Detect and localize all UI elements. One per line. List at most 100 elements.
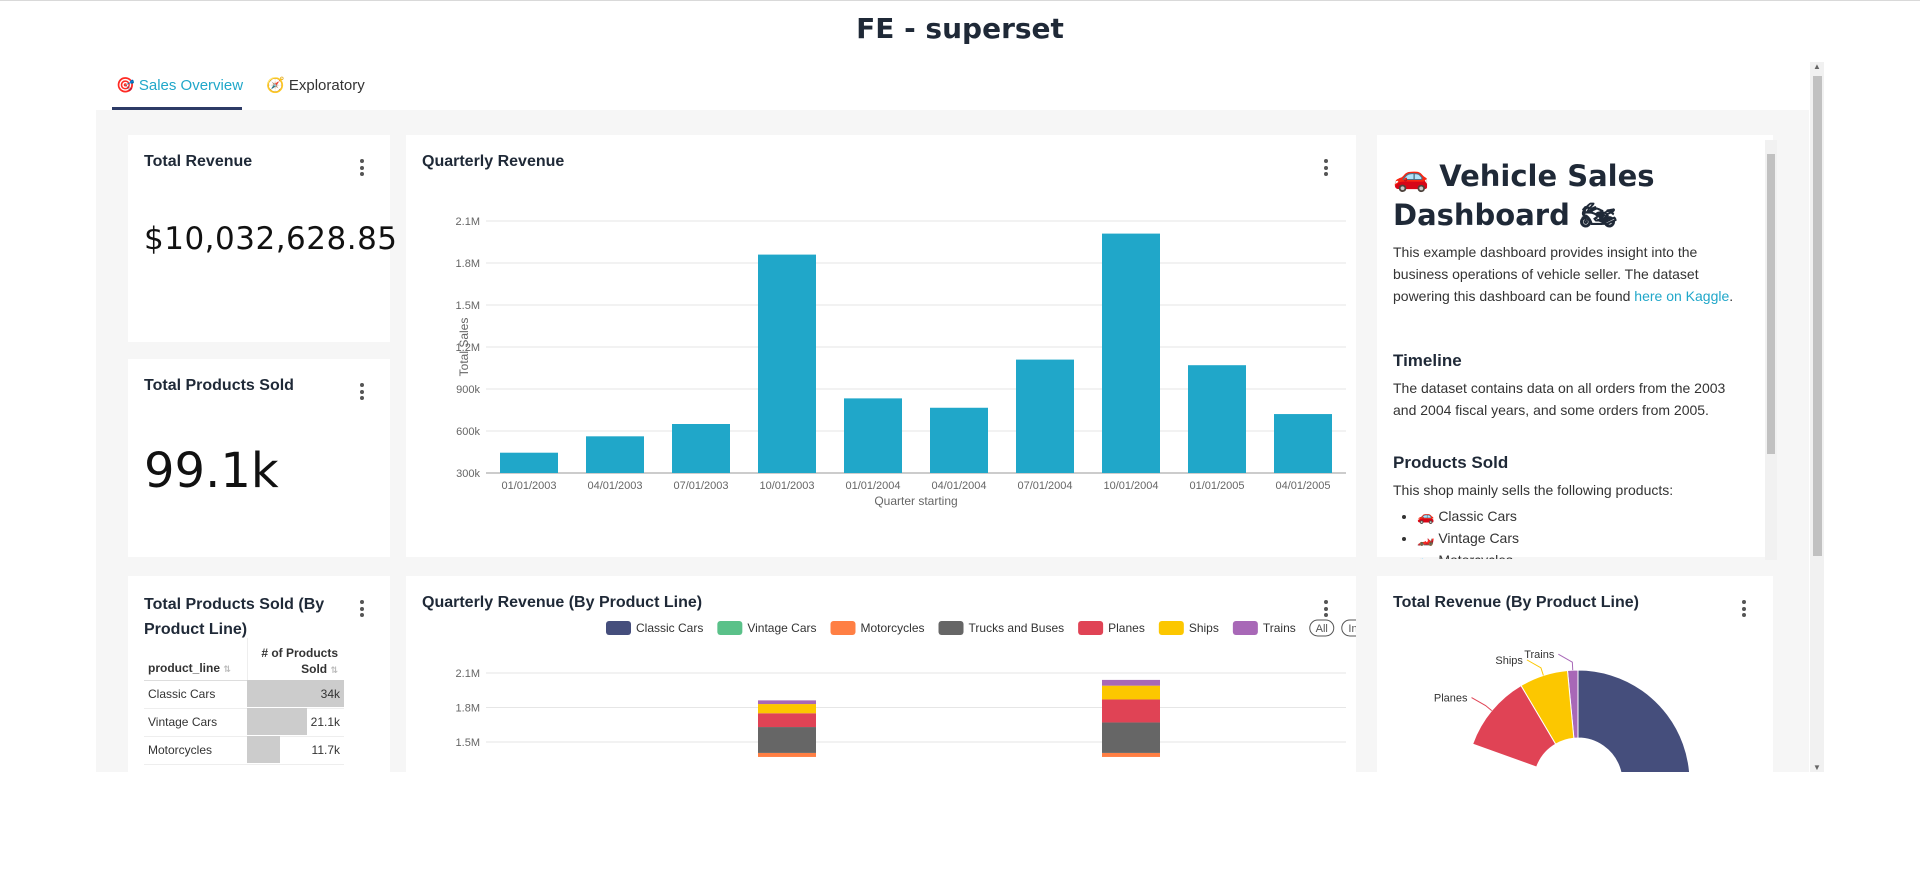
stacked-bar-segment[interactable]: [758, 700, 816, 705]
stacked-bar-segment[interactable]: [1102, 685, 1160, 700]
products-heading: Products Sold: [1393, 453, 1509, 472]
stacked-bar-segment[interactable]: [758, 727, 816, 753]
top-border: [0, 0, 1920, 1]
column-divider: [247, 638, 248, 680]
revenue-bar[interactable]: [930, 407, 988, 473]
pie-slice[interactable]: [1577, 669, 1690, 772]
stacked-bar-segment[interactable]: [1102, 679, 1160, 686]
pie-label: Ships: [1495, 655, 1523, 667]
tab-label: Sales Overview: [138, 77, 244, 94]
x-tick-label: 10/01/2004: [1103, 480, 1158, 492]
list-item: 🏎️ Vintage Cars: [1417, 527, 1519, 549]
legend-item[interactable]: Ships: [1158, 621, 1219, 635]
total-revenue-card: Total Revenue $10,032,628.85: [128, 135, 397, 342]
list-item: 🚗 Classic Cars: [1417, 505, 1519, 527]
stacked-bar-segment[interactable]: [758, 713, 816, 728]
markdown-scrollbar[interactable]: [1765, 140, 1777, 560]
scroll-down-icon[interactable]: ▼: [1813, 763, 1821, 772]
y-axis-label: Total Sales: [457, 318, 471, 377]
products-paragraph: This shop mainly sells the following pro…: [1393, 482, 1674, 498]
stacked-bar-segment[interactable]: [758, 752, 816, 757]
dashboard-scrollbar[interactable]: ▲ ▼: [1810, 62, 1824, 772]
stacked-bar-segment[interactable]: [1102, 722, 1160, 753]
legend-swatch: [1232, 621, 1258, 635]
markdown-card: 🚗 Vehicle Sales Dashboard 🏍 This example…: [1377, 135, 1773, 559]
y-tick-label: 1.5M: [456, 737, 480, 749]
total-revenue-value: $10,032,628.85: [144, 221, 398, 257]
tab-label: Exploratory: [288, 77, 365, 94]
legend-item[interactable]: Trains: [1232, 621, 1296, 635]
pie-label-line: [1558, 653, 1574, 671]
card-title: Quarterly Revenue: [422, 153, 565, 170]
more-options-icon[interactable]: [360, 383, 364, 403]
legend-swatch: [1078, 621, 1104, 635]
y-tick-label: 900k: [456, 384, 480, 396]
revenue-bar[interactable]: [586, 436, 644, 473]
list-item: 🏍️ Motorcycles: [1417, 549, 1519, 559]
revenue-bar[interactable]: [758, 254, 816, 473]
stacked-bar-segment[interactable]: [1102, 699, 1160, 723]
intro-text: This example dashboard provides insight …: [1393, 244, 1699, 304]
scrollbar-thumb[interactable]: [1813, 76, 1822, 556]
quarterly-revenue-by-product-line-card: Quarterly Revenue (By Product Line) Clas…: [406, 576, 1356, 772]
legend-item[interactable]: Vintage Cars: [717, 621, 817, 635]
legend-item[interactable]: Planes: [1078, 621, 1145, 635]
x-tick-label: 07/01/2003: [673, 480, 728, 492]
column-header-products-sold[interactable]: # of Products Sold ⇅: [261, 646, 338, 676]
tab-exploratory[interactable]: 🧭 Exploratory: [266, 76, 365, 94]
stacked-bar-segment[interactable]: [758, 704, 816, 714]
more-options-icon[interactable]: [1742, 600, 1746, 620]
revenue-bar[interactable]: [844, 398, 902, 473]
pie-slice[interactable]: [1471, 684, 1557, 768]
svg-text:Inv: Inv: [1348, 623, 1356, 635]
x-tick-label: 04/01/2005: [1275, 480, 1330, 492]
more-options-icon[interactable]: [360, 159, 364, 179]
column-header-product-line[interactable]: product_line ⇅: [148, 661, 231, 675]
x-tick-label: 04/01/2004: [931, 480, 986, 492]
table-row[interactable]: Motorcycles 11.7k: [144, 736, 344, 765]
legend-item[interactable]: Motorcycles: [830, 621, 925, 635]
legend-inverse-button[interactable]: Inv: [1341, 619, 1356, 637]
svg-text:All: All: [1316, 623, 1328, 635]
table-row[interactable]: Classic Cars 34k: [144, 680, 344, 709]
products-list: 🚗 Classic Cars 🏎️ Vintage Cars 🏍️ Motorc…: [1393, 505, 1519, 559]
legend-swatch: [830, 621, 856, 635]
legend-item[interactable]: Trucks and Buses: [938, 621, 1065, 635]
x-tick-label: 04/01/2003: [587, 480, 642, 492]
revenue-bar[interactable]: [1102, 233, 1160, 473]
stacked-revenue-chart[interactable]: Classic Cars Vintage Cars Motorcycles Truck…: [406, 576, 1356, 772]
legend-label: Ships: [1189, 621, 1219, 635]
products-sold-cell: 34k: [320, 687, 340, 701]
dashboard-grid[interactable]: 🎯 Sales Overview 🧭 Exploratory Total Rev…: [96, 62, 1809, 772]
pie-label: Planes: [1434, 693, 1468, 705]
product-line-cell: Vintage Cars: [148, 715, 218, 729]
products-sold-cell: 11.7k: [311, 743, 340, 757]
more-options-icon[interactable]: [360, 600, 364, 620]
x-tick-label: 01/01/2005: [1189, 480, 1244, 492]
pie-slice[interactable]: [1520, 669, 1575, 745]
revenue-bar[interactable]: [1274, 414, 1332, 473]
revenue-bar[interactable]: [1016, 359, 1074, 473]
kaggle-link[interactable]: here on Kaggle: [1634, 288, 1730, 304]
quarterly-revenue-chart[interactable]: 300k 600k 900k 1.2M 1.5M 1.8M 2.1M 01/01/2003 04…: [406, 135, 1356, 557]
revenue-bar[interactable]: [1188, 365, 1246, 473]
revenue-bar[interactable]: [500, 452, 558, 473]
more-options-icon[interactable]: [1324, 600, 1328, 620]
value-bar: [247, 708, 307, 735]
revenue-bar[interactable]: [672, 424, 730, 473]
y-tick-label: 2.1M: [456, 668, 480, 680]
legend-item[interactable]: Classic Cars: [606, 621, 703, 635]
tab-sales-overview[interactable]: 🎯 Sales Overview: [116, 76, 243, 94]
stacked-bar-segment[interactable]: [1102, 752, 1160, 757]
more-options-icon[interactable]: [1324, 159, 1328, 179]
card-title: Total Revenue: [144, 153, 253, 170]
page-title: FE - superset: [856, 12, 1064, 45]
scrollbar-thumb[interactable]: [1767, 154, 1775, 454]
compass-icon: 🧭: [266, 77, 285, 94]
scroll-up-icon[interactable]: ▲: [1813, 62, 1821, 71]
y-tick-label: 600k: [456, 426, 480, 438]
legend-all-button[interactable]: All: [1309, 619, 1335, 637]
legend-swatch: [938, 621, 964, 635]
table-row[interactable]: Vintage Cars 21.1k: [144, 708, 344, 737]
